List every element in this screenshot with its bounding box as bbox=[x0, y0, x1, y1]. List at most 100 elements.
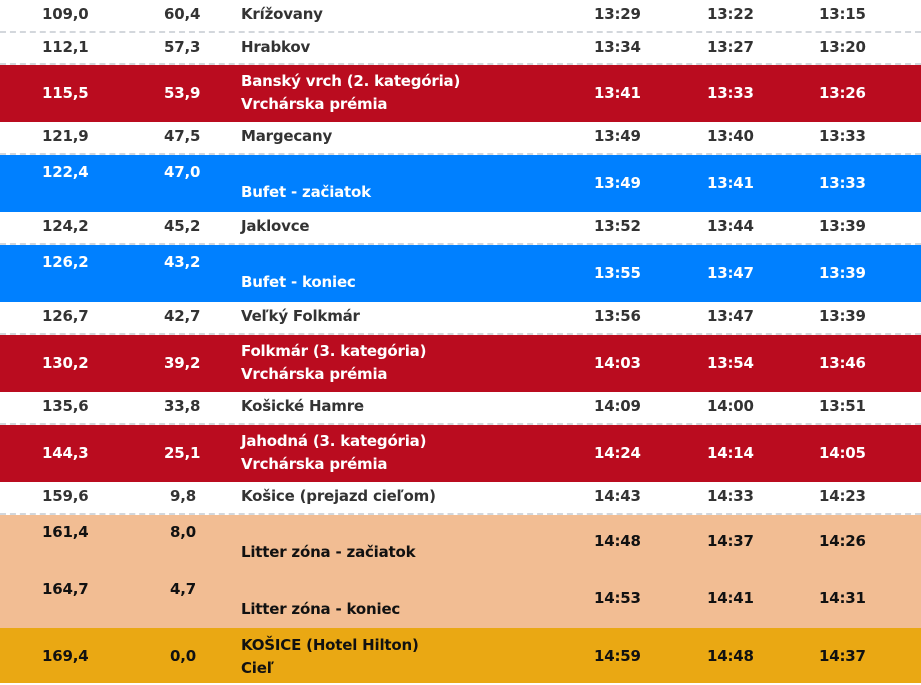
time-slow: 14:31 bbox=[819, 589, 866, 607]
location-title: Jahodná (3. kategória) bbox=[241, 432, 427, 450]
location-name: Banský vrch (2. kategória) Vrchárska pré… bbox=[241, 70, 460, 116]
location-name: Jahodná (3. kategória) Vrchárska prémia bbox=[241, 430, 426, 476]
time-fast: 13:34 bbox=[594, 38, 641, 56]
table-row-feed-zone: 126,2 43,2 Bufet - koniec 13:55 13:47 13… bbox=[0, 245, 921, 302]
time-fast: 14:24 bbox=[594, 444, 641, 462]
time-slow: 13:20 bbox=[819, 38, 866, 56]
table-row-feed-zone: 122,4 47,0 Bufet - začiatok 13:49 13:41 … bbox=[0, 155, 921, 212]
km-left: 9,8 bbox=[170, 487, 196, 505]
time-slow: 13:51 bbox=[819, 397, 866, 415]
time-medium: 13:33 bbox=[707, 84, 754, 102]
time-slow: 14:05 bbox=[819, 444, 866, 462]
km-left: 60,4 bbox=[164, 5, 201, 23]
time-fast: 13:52 bbox=[594, 217, 641, 235]
km-left: 57,3 bbox=[164, 38, 201, 56]
location-title: Folkmár (3. kategória) bbox=[241, 342, 427, 360]
time-slow: 13:39 bbox=[819, 264, 866, 282]
table-row: 135,6 33,8 Košické Hamre 14:09 14:00 13:… bbox=[0, 392, 921, 425]
km-left: 45,2 bbox=[164, 217, 201, 235]
time-fast: 13:49 bbox=[594, 174, 641, 192]
time-medium: 13:54 bbox=[707, 354, 754, 372]
table-row: 159,6 9,8 Košice (prejazd cieľom) 14:43 … bbox=[0, 482, 921, 515]
table-row-litter-zone: 161,4 8,0 Litter zóna - začiatok 14:48 1… bbox=[0, 515, 921, 572]
table-row-finish: 169,4 0,0 KOŠICE (Hotel Hilton) Cieľ 14:… bbox=[0, 628, 921, 683]
time-medium: 13:40 bbox=[707, 127, 754, 145]
km-left: 33,8 bbox=[164, 397, 201, 415]
location-title: KOŠICE (Hotel Hilton) bbox=[241, 636, 419, 654]
time-fast: 13:49 bbox=[594, 127, 641, 145]
table-row: 124,2 45,2 Jaklovce 13:52 13:44 13:39 bbox=[0, 212, 921, 245]
time-medium: 14:00 bbox=[707, 397, 754, 415]
km-done: 124,2 bbox=[42, 217, 89, 235]
km-done: 169,4 bbox=[42, 647, 89, 665]
table-row-mountain-prize: 130,2 39,2 Folkmár (3. kategória) Vrchár… bbox=[0, 335, 921, 392]
table-row-mountain-prize: 115,5 53,9 Banský vrch (2. kategória) Vr… bbox=[0, 65, 921, 122]
location-name: Jaklovce bbox=[241, 217, 310, 235]
time-slow: 14:23 bbox=[819, 487, 866, 505]
location-name: Bufet - začiatok bbox=[241, 183, 371, 201]
time-medium: 14:41 bbox=[707, 589, 754, 607]
km-done: 161,4 bbox=[42, 523, 89, 541]
location-name: Folkmár (3. kategória) Vrchárska prémia bbox=[241, 340, 426, 386]
time-medium: 13:44 bbox=[707, 217, 754, 235]
time-slow: 14:26 bbox=[819, 532, 866, 550]
location-subtitle: Vrchárska prémia bbox=[241, 95, 388, 113]
time-medium: 13:47 bbox=[707, 307, 754, 325]
location-name: Krížovany bbox=[241, 5, 323, 23]
time-medium: 13:41 bbox=[707, 174, 754, 192]
km-left: 47,0 bbox=[164, 163, 201, 181]
location-subtitle: Vrchárska prémia bbox=[241, 365, 388, 383]
time-medium: 14:37 bbox=[707, 532, 754, 550]
km-done: 115,5 bbox=[42, 84, 89, 102]
time-fast: 13:41 bbox=[594, 84, 641, 102]
time-medium: 14:14 bbox=[707, 444, 754, 462]
time-slow: 13:15 bbox=[819, 5, 866, 23]
time-medium: 13:47 bbox=[707, 264, 754, 282]
km-left: 8,0 bbox=[170, 523, 196, 541]
time-medium: 14:48 bbox=[707, 647, 754, 665]
time-fast: 14:59 bbox=[594, 647, 641, 665]
km-done: 164,7 bbox=[42, 580, 89, 598]
km-left: 39,2 bbox=[164, 354, 201, 372]
km-left: 4,7 bbox=[170, 580, 196, 598]
km-left: 53,9 bbox=[164, 84, 201, 102]
time-fast: 14:53 bbox=[594, 589, 641, 607]
time-slow: 13:39 bbox=[819, 217, 866, 235]
time-fast: 14:03 bbox=[594, 354, 641, 372]
km-done: 130,2 bbox=[42, 354, 89, 372]
km-done: 122,4 bbox=[42, 163, 89, 181]
time-fast: 13:56 bbox=[594, 307, 641, 325]
km-left: 43,2 bbox=[164, 253, 201, 271]
location-name: Litter zóna - koniec bbox=[241, 600, 401, 618]
time-slow: 13:26 bbox=[819, 84, 866, 102]
table-row: 112,1 57,3 Hrabkov 13:34 13:27 13:20 bbox=[0, 33, 921, 65]
table-row-litter-zone: 164,7 4,7 Litter zóna - koniec 14:53 14:… bbox=[0, 572, 921, 628]
table-row: 121,9 47,5 Margecany 13:49 13:40 13:33 bbox=[0, 122, 921, 155]
location-name: KOŠICE (Hotel Hilton) Cieľ bbox=[241, 634, 419, 680]
km-done: 121,9 bbox=[42, 127, 89, 145]
location-subtitle: Vrchárska prémia bbox=[241, 455, 388, 473]
location-name: Košické Hamre bbox=[241, 397, 364, 415]
time-medium: 13:27 bbox=[707, 38, 754, 56]
km-done: 126,2 bbox=[42, 253, 89, 271]
time-fast: 14:09 bbox=[594, 397, 641, 415]
location-name: Bufet - koniec bbox=[241, 273, 356, 291]
km-left: 47,5 bbox=[164, 127, 201, 145]
time-slow: 13:46 bbox=[819, 354, 866, 372]
time-slow: 13:39 bbox=[819, 307, 866, 325]
time-fast: 14:48 bbox=[594, 532, 641, 550]
km-done: 159,6 bbox=[42, 487, 89, 505]
table-row: 109,0 60,4 Krížovany 13:29 13:22 13:15 bbox=[0, 0, 921, 33]
km-left: 42,7 bbox=[164, 307, 201, 325]
km-left: 0,0 bbox=[170, 647, 196, 665]
km-done: 126,7 bbox=[42, 307, 89, 325]
location-subtitle: Cieľ bbox=[241, 659, 274, 677]
km-done: 109,0 bbox=[42, 5, 89, 23]
km-done: 135,6 bbox=[42, 397, 89, 415]
time-fast: 14:43 bbox=[594, 487, 641, 505]
table-row: 126,7 42,7 Veľký Folkmár 13:56 13:47 13:… bbox=[0, 302, 921, 335]
time-medium: 14:33 bbox=[707, 487, 754, 505]
time-slow: 13:33 bbox=[819, 174, 866, 192]
location-title: Banský vrch (2. kategória) bbox=[241, 72, 461, 90]
